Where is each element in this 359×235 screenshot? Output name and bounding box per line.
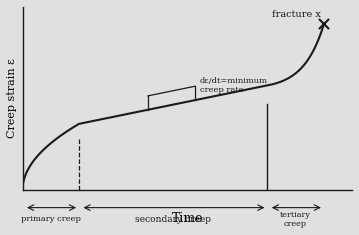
Text: fracture x: fracture x [272,10,321,19]
Text: dε/dt=minimum
creep rate: dε/dt=minimum creep rate [200,77,268,94]
X-axis label: Time: Time [172,212,203,225]
Y-axis label: Creep strain ε: Creep strain ε [7,59,17,138]
Text: primary creep: primary creep [21,215,81,223]
Text: secondary creep: secondary creep [135,215,211,224]
Text: tertiary
creep: tertiary creep [280,211,311,228]
